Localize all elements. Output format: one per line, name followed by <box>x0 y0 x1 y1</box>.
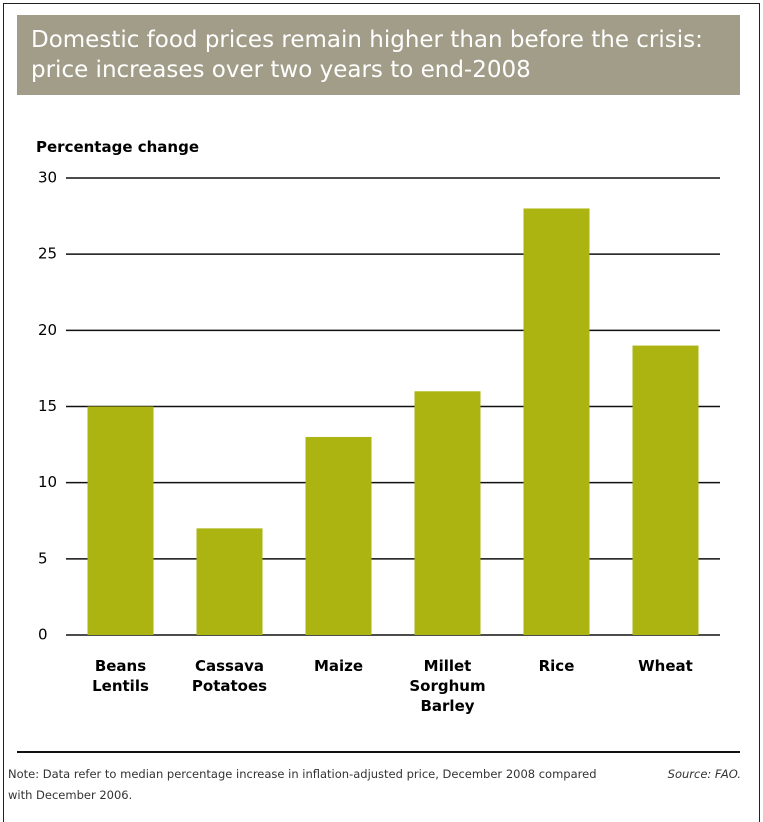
x-tick-label: Wheat <box>638 657 693 675</box>
chart-title: Domestic food prices remain higher than … <box>17 15 740 95</box>
x-tick-label: Rice <box>538 657 575 675</box>
source: Source: FAO. <box>667 767 741 781</box>
x-tick-label: Maize <box>313 657 364 675</box>
frame <box>3 3 760 822</box>
x-tick-label: Beans Lentils <box>92 657 149 695</box>
y-tick-label: 30 <box>38 169 57 187</box>
x-tick-label: Cassava Potatoes <box>191 657 268 695</box>
bar <box>523 208 590 635</box>
bar <box>414 391 481 635</box>
y-axis-label: Percentage change <box>36 138 200 156</box>
bar <box>87 406 154 635</box>
separator <box>17 751 740 753</box>
y-tick-label: 0 <box>38 626 48 644</box>
y-tick-label: 15 <box>38 397 57 415</box>
y-tick-label: 10 <box>38 473 57 491</box>
y-tick-label: 5 <box>38 549 48 567</box>
bar <box>632 345 699 635</box>
note: Note: Data refer to median percentage in… <box>8 767 597 802</box>
y-tick-label: 20 <box>38 321 57 339</box>
bar <box>196 528 263 635</box>
bar <box>305 436 372 635</box>
y-tick-label: 25 <box>38 245 57 263</box>
x-tick-label: Millet Sorghum Barley <box>409 657 486 715</box>
